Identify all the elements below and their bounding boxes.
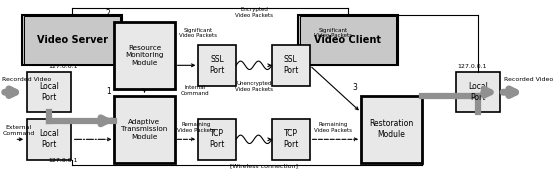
Text: Video Client: Video Client xyxy=(315,35,381,45)
Bar xyxy=(114,96,175,163)
Text: Significant
Video Packets: Significant Video Packets xyxy=(314,28,352,38)
Bar xyxy=(198,45,236,86)
Bar xyxy=(25,16,120,64)
Bar xyxy=(198,119,236,160)
Bar xyxy=(27,119,71,160)
Bar xyxy=(27,72,71,112)
Text: 127.0.0.1: 127.0.0.1 xyxy=(49,158,78,163)
Bar xyxy=(456,72,500,112)
Bar xyxy=(298,15,398,65)
Text: 3: 3 xyxy=(353,83,357,92)
Bar xyxy=(361,96,421,163)
Text: Remaining
Video Packets: Remaining Video Packets xyxy=(177,122,215,133)
Bar xyxy=(300,16,396,64)
Text: Restoration
Module: Restoration Module xyxy=(369,119,414,139)
Text: Local
Port: Local Port xyxy=(39,82,59,102)
Bar xyxy=(272,119,310,160)
Text: TCP
Port: TCP Port xyxy=(210,129,225,149)
Text: Resource
Monitoring
Module: Resource Monitoring Module xyxy=(125,45,164,66)
Text: 127.0.0.1: 127.0.0.1 xyxy=(49,64,78,69)
Text: [Wireless connection]: [Wireless connection] xyxy=(230,164,298,169)
Text: Video Server: Video Server xyxy=(37,35,108,45)
Text: Local
Port: Local Port xyxy=(39,129,59,149)
Text: Recorded Video: Recorded Video xyxy=(2,77,51,82)
Text: Remaining
Video Packets: Remaining Video Packets xyxy=(314,122,352,133)
Text: Encrypted
Video Packets: Encrypted Video Packets xyxy=(235,7,273,18)
Text: Internal
Command: Internal Command xyxy=(181,85,210,96)
Text: 1: 1 xyxy=(106,87,111,96)
Text: TCP
Port: TCP Port xyxy=(283,129,299,149)
Text: Significant
Video Packets: Significant Video Packets xyxy=(179,28,217,38)
Text: SSL
Port: SSL Port xyxy=(210,55,225,75)
Text: Adaptive
Transmission
Module: Adaptive Transmission Module xyxy=(121,119,168,140)
Bar xyxy=(22,15,122,65)
Text: 127.0.0.1: 127.0.0.1 xyxy=(457,64,487,69)
Bar xyxy=(114,22,175,89)
Text: SSL
Port: SSL Port xyxy=(283,55,299,75)
Text: 2: 2 xyxy=(106,9,111,18)
Text: Unencrypted
Video Packets: Unencrypted Video Packets xyxy=(235,81,273,92)
Bar xyxy=(272,45,310,86)
Text: External
Command: External Command xyxy=(2,125,35,136)
Text: Recorded Video: Recorded Video xyxy=(505,77,554,82)
Text: Local
Port: Local Port xyxy=(468,82,488,102)
